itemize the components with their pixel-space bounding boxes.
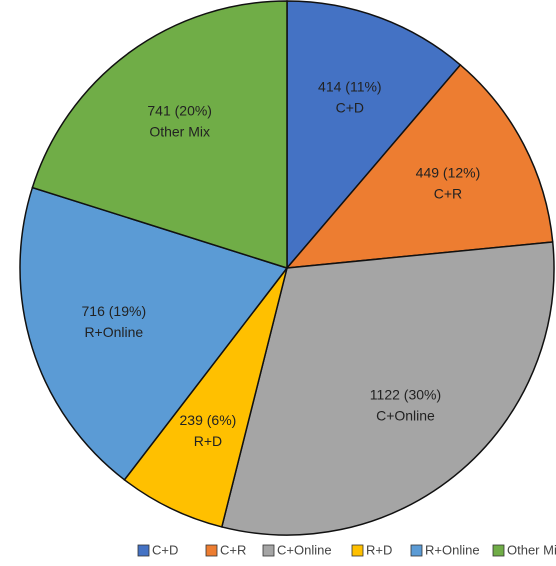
pie-slice — [220, 241, 555, 536]
legend-label: Other Mix — [507, 542, 556, 557]
slice-category-label: C+R — [434, 186, 462, 202]
legend-label: C+R — [220, 542, 246, 557]
legend-swatch — [410, 544, 423, 557]
pie-slice — [286, 0, 462, 271]
data-label: 414 (11%) — [318, 78, 382, 94]
slice-category-label: R+D — [194, 433, 222, 449]
pie-slice — [285, 63, 554, 269]
legend-swatch — [351, 544, 364, 557]
pie-slice — [19, 186, 289, 481]
slice-category-label: C+Online — [376, 407, 435, 423]
pie-slice — [31, 0, 288, 270]
data-label: 716 (19%) — [82, 303, 147, 319]
legend-swatch — [492, 544, 505, 557]
legend-swatch — [262, 544, 275, 557]
legend-swatch — [137, 544, 150, 557]
legend-label: C+D — [152, 542, 178, 557]
slice-category-label: R+Online — [84, 324, 143, 340]
slice-category-label: C+D — [336, 99, 364, 115]
legend-label: C+Online — [277, 542, 332, 557]
data-label: 239 (6%) — [180, 412, 237, 428]
legend-label: R+D — [366, 542, 392, 557]
data-label: 1122 (30%) — [370, 386, 441, 402]
slice-category-label: Other Mix — [149, 123, 210, 139]
data-label: 741 (20%) — [147, 102, 212, 118]
legend-label: R+Online — [425, 542, 480, 557]
data-label: 449 (12%) — [416, 165, 481, 181]
legend-swatch — [205, 544, 218, 557]
